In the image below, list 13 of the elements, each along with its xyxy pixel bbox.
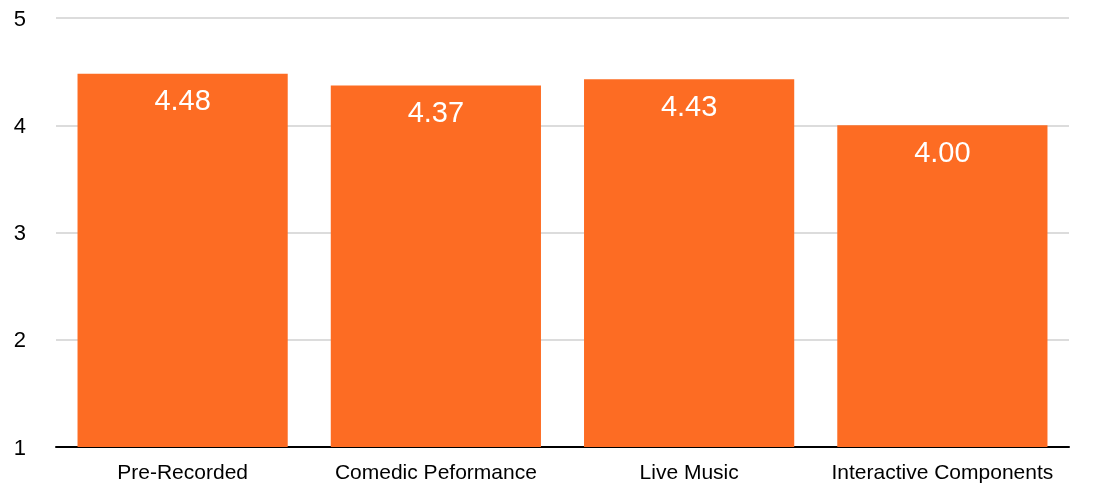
- y-tick-label: 2: [13, 327, 26, 353]
- data-label: 4.37: [407, 96, 465, 129]
- y-tick-label: 5: [13, 5, 26, 31]
- x-tick-label: Live Music: [639, 460, 739, 483]
- data-label: 4.00: [914, 135, 971, 168]
- y-tick-label: 4: [13, 112, 26, 138]
- data-label: 4.48: [154, 84, 211, 117]
- y-tick-label: 3: [13, 220, 26, 245]
- data-label: 4.43: [660, 89, 718, 122]
- x-tick-label: Interactive Components: [831, 460, 1054, 483]
- x-tick-label: Pre-Recorded: [117, 460, 248, 483]
- x-tick-label: Comedic Peformance: [334, 460, 537, 483]
- y-tick-label: 1: [13, 434, 26, 460]
